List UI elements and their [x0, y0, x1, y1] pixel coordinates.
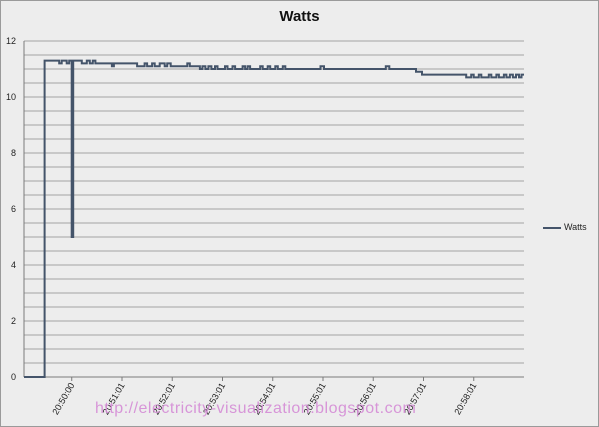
legend: Watts	[543, 222, 587, 234]
y-tick-label: 4	[11, 260, 16, 270]
y-axis-ticks: 0 2 4 6 8 10 12	[6, 36, 16, 382]
y-tick-label: 12	[6, 36, 16, 46]
x-tick-label: 20:50:00	[50, 381, 76, 416]
y-tick-label: 0	[11, 372, 16, 382]
watermark-url: http://electricity-visualization.blogspo…	[95, 400, 417, 417]
series-group	[24, 59, 524, 378]
legend-label: Watts	[564, 222, 587, 232]
series-line-watts	[24, 59, 524, 378]
y-tick-label: 2	[11, 316, 16, 326]
y-tick-label: 8	[11, 148, 16, 158]
chart-title: Watts	[279, 8, 320, 25]
axes	[23, 41, 524, 378]
x-tick-label: 20:58:01	[452, 381, 478, 416]
legend-swatch	[543, 226, 561, 229]
grid-lines	[24, 40, 524, 378]
y-tick-label: 10	[6, 92, 16, 102]
y-tick-label: 6	[11, 204, 16, 214]
